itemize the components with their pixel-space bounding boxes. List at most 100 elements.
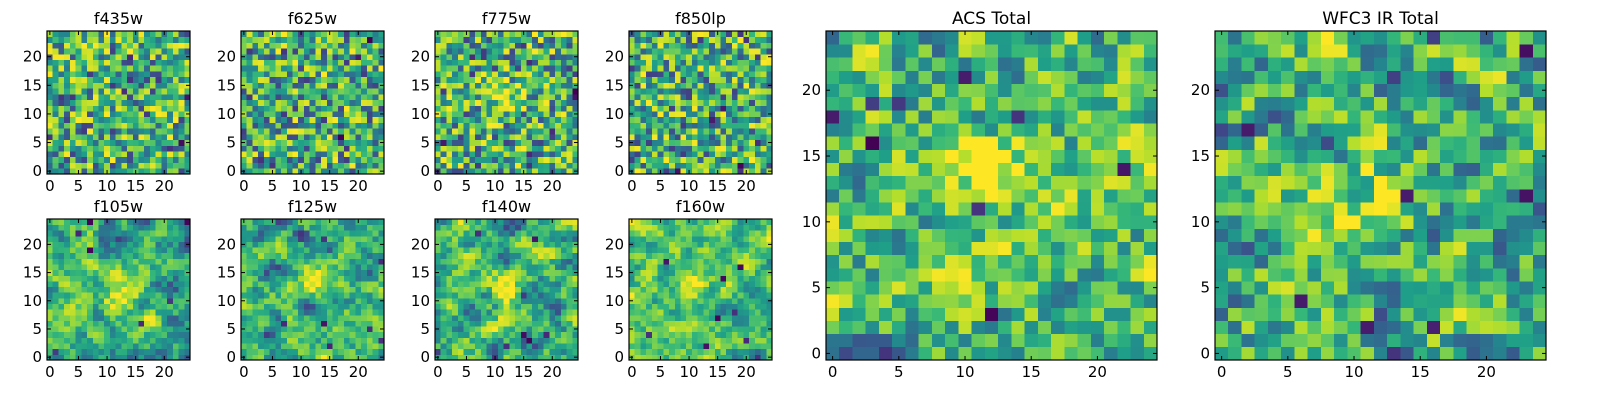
heatmap-cell (543, 88, 550, 95)
heatmap-cell (754, 331, 761, 338)
heatmap-cell (349, 162, 356, 169)
heatmap-cell (497, 337, 505, 344)
heatmap-cell (366, 264, 373, 271)
heatmap-cell (109, 59, 117, 66)
heatmap-cell (372, 162, 379, 169)
heatmap-cell (144, 82, 151, 89)
heatmap-cell (144, 99, 151, 106)
heatmap-cell (69, 122, 76, 129)
heatmap-cell (543, 145, 550, 152)
heatmap-cell (435, 331, 442, 338)
heatmap-cell (663, 269, 670, 276)
heatmap-cell (749, 128, 756, 135)
heatmap-cell (104, 224, 111, 231)
heatmap-cell (634, 286, 641, 293)
heatmap-cell (178, 93, 185, 101)
heatmap-cell (475, 269, 482, 276)
heatmap-cell (246, 105, 253, 112)
heatmap-cell (115, 59, 122, 66)
heatmap-cell (629, 303, 636, 310)
heatmap-cell (497, 82, 505, 89)
heatmap-cell (703, 88, 710, 95)
heatmap-cell (269, 42, 276, 49)
heatmap-cell (298, 241, 305, 248)
y-tick-label: 20 (217, 235, 236, 253)
heatmap-cell (452, 258, 459, 265)
heatmap-cell (663, 348, 670, 355)
heatmap-cell (138, 65, 145, 72)
heatmap-cell (303, 269, 311, 276)
heatmap-cell (132, 275, 139, 282)
heatmap-cell (469, 59, 476, 66)
heatmap-cell (634, 71, 641, 78)
heatmap-cell (109, 71, 117, 78)
heatmap-cell (629, 314, 636, 321)
heatmap-cell (669, 286, 676, 293)
heatmap-cell (144, 247, 151, 254)
heatmap-cell (326, 82, 333, 89)
heatmap-cell (520, 48, 527, 55)
heatmap-cell (332, 258, 339, 265)
heatmap-cell (686, 36, 693, 43)
heatmap-cell (457, 224, 464, 231)
heatmap-cell (754, 128, 761, 135)
heatmap-cell (497, 297, 505, 304)
heatmap-cell (241, 286, 248, 293)
heatmap-cell (69, 53, 76, 60)
heatmap-cell (155, 303, 162, 310)
heatmap-cell (104, 156, 111, 163)
heatmap-cell (349, 235, 356, 242)
heatmap-cell (52, 31, 59, 38)
heatmap-cell (281, 82, 288, 89)
heatmap-cell (252, 59, 259, 66)
heatmap-cell (92, 354, 99, 361)
heatmap-cell (714, 343, 721, 350)
heatmap-cell (298, 331, 305, 338)
heatmap-cell (549, 151, 556, 158)
heatmap-cell (298, 53, 305, 60)
heatmap-cell (75, 247, 82, 254)
heatmap-cell (520, 337, 527, 344)
heatmap-cell (749, 286, 756, 293)
heatmap-cell (572, 286, 579, 293)
heatmap-cell (663, 314, 670, 321)
heatmap-cell (361, 252, 368, 259)
heatmap-cell (663, 31, 670, 38)
heatmap-cell (469, 128, 476, 135)
heatmap-cell (726, 309, 733, 316)
heatmap-cell (463, 71, 470, 78)
heatmap-cell (286, 309, 293, 316)
heatmap-cell (144, 297, 151, 304)
heatmap-cell (640, 42, 647, 49)
heatmap-cell (281, 337, 288, 344)
heatmap-cell (714, 128, 721, 135)
heatmap-cell (81, 286, 88, 293)
x-tick-label: 10 (292, 363, 311, 381)
heatmap-cell (298, 71, 305, 78)
heatmap-cell (298, 224, 305, 231)
heatmap-cell (515, 320, 522, 327)
heatmap-cell (486, 247, 493, 254)
heatmap-cell (172, 224, 179, 231)
heatmap-cell (686, 128, 693, 135)
heatmap-cell (81, 145, 88, 152)
heatmap-cell (87, 314, 94, 321)
heatmap-cell (737, 116, 744, 123)
heatmap-cell (241, 320, 248, 327)
heatmap-cell (509, 235, 516, 242)
heatmap-cell (127, 105, 134, 112)
heatmap-cell (349, 309, 356, 316)
heatmap-cell (75, 105, 82, 112)
heatmap-cell (326, 343, 333, 350)
heatmap-cell (674, 331, 681, 338)
heatmap-cell (457, 48, 464, 55)
heatmap-cell (155, 111, 162, 118)
heatmap-cell (634, 122, 641, 129)
heatmap-cell (766, 281, 773, 288)
heatmap-cell (144, 275, 151, 282)
heatmap-cell (92, 65, 99, 72)
heatmap-cell (258, 76, 265, 83)
heatmap-cell (640, 99, 647, 106)
heatmap-cell (269, 241, 276, 248)
heatmap-cell (674, 168, 681, 175)
